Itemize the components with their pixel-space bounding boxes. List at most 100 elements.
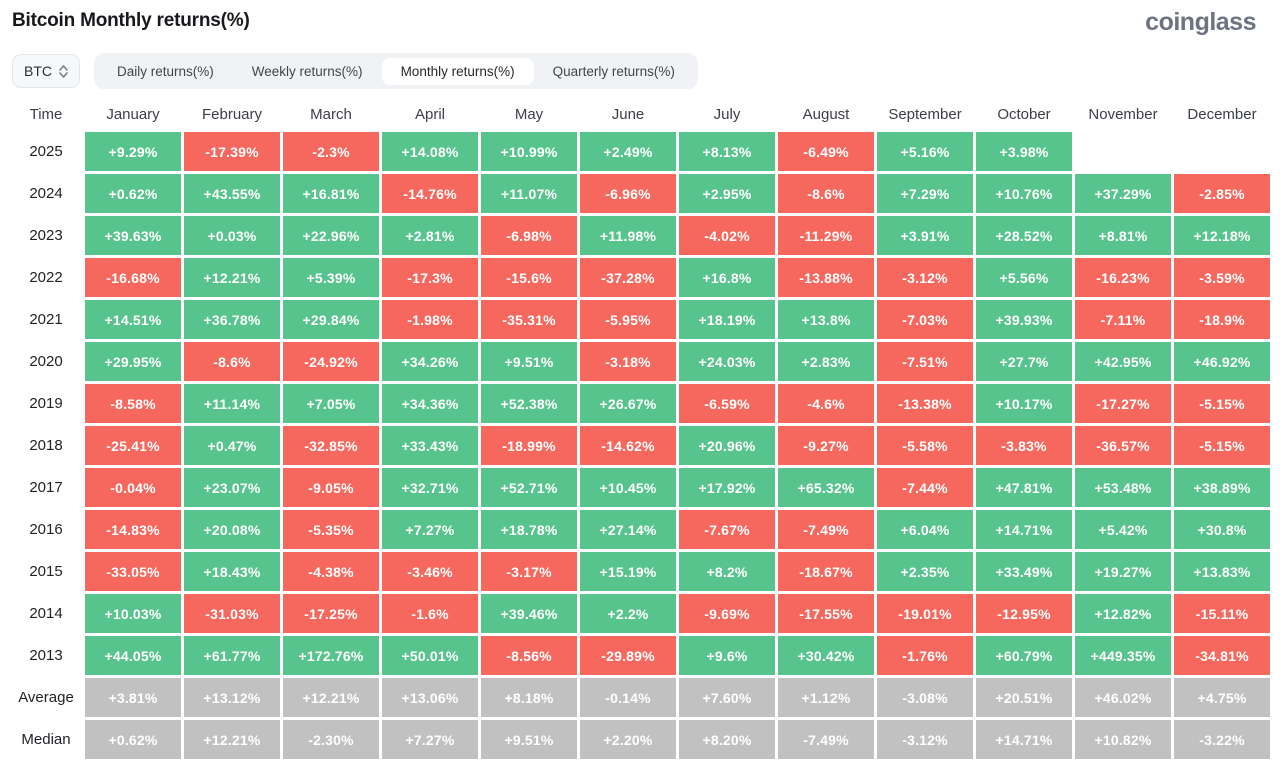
column-header-june: June [611, 105, 645, 123]
return-cell-2014-march: -17.25% [283, 594, 379, 633]
return-cell-2023-june: +11.98% [580, 216, 676, 255]
return-cell-average-october: +20.51% [976, 678, 1072, 717]
return-cell-2023-september: +3.91% [877, 216, 973, 255]
return-cell-2018-april: +33.43% [382, 426, 478, 465]
return-cell-2021-june: -5.95% [580, 300, 676, 339]
tab-monthly-returns[interactable]: Monthly returns(%) [381, 57, 534, 85]
return-cell-2024-november: +37.29% [1075, 174, 1171, 213]
column-header-february: February [201, 105, 263, 123]
return-cell-2025-july: +8.13% [679, 132, 775, 171]
return-cell-median-october: +14.71% [976, 720, 1072, 759]
return-cell-2021-july: +18.19% [679, 300, 775, 339]
return-cell-2021-april: -1.98% [382, 300, 478, 339]
return-cell-median-july: +8.20% [679, 720, 775, 759]
table-body: 2025 +9.29% -17.39% -2.3% +14.08% +10.99% +2.4… [10, 132, 1270, 759]
return-cell-2024-october: +10.76% [976, 174, 1072, 213]
tab-daily-returns[interactable]: Daily returns(%) [117, 63, 214, 79]
return-cell-2013-may: -8.56% [481, 636, 577, 675]
row-label: 2021 [29, 311, 63, 328]
table-header-row: Time January February March April May June July… [10, 96, 1270, 132]
monthly-returns-table: Time January February March April May June July… [0, 90, 1280, 759]
coinglass-logo: coinglass [1145, 8, 1256, 36]
return-cell-average-may: +8.18% [481, 678, 577, 717]
return-cell-2018-march: -32.85% [283, 426, 379, 465]
column-header-october: October [997, 105, 1051, 123]
return-cell-2018-january: -25.41% [85, 426, 181, 465]
return-cell-2018-september: -5.58% [877, 426, 973, 465]
return-cell-2017-march: -9.05% [283, 468, 379, 507]
return-cell-2018-december: -5.15% [1174, 426, 1270, 465]
return-cell-2020-march: -24.92% [283, 342, 379, 381]
return-cell-2025-september: +5.16% [877, 132, 973, 171]
return-cell-2020-april: +34.26% [382, 342, 478, 381]
return-cell-2017-august: +65.32% [778, 468, 874, 507]
table-row-2019: 2019 -8.58% +11.14% +7.05% +34.36% +52.38% +26… [10, 384, 1270, 423]
return-cell-2013-march: +172.76% [283, 636, 379, 675]
symbol-select[interactable]: BTC [12, 54, 80, 88]
column-header-december: December [1187, 105, 1257, 123]
return-cell-2013-september: -1.76% [877, 636, 973, 675]
return-cell-2014-august: -17.55% [778, 594, 874, 633]
return-cell-2021-may: -35.31% [481, 300, 577, 339]
table-row-2025: 2025 +9.29% -17.39% -2.3% +14.08% +10.99% +2.4… [10, 132, 1270, 171]
return-cell-2021-february: +36.78% [184, 300, 280, 339]
return-cell-2016-january: -14.83% [85, 510, 181, 549]
table-row-2022: 2022 -16.68% +12.21% +5.39% -17.3% -15.6% -37.… [10, 258, 1270, 297]
tab-quarterly-returns[interactable]: Quarterly returns(%) [552, 63, 675, 79]
returns-tab-group: Daily returns(%) Weekly returns(%) Month… [94, 53, 698, 89]
return-cell-2018-february: +0.47% [184, 426, 280, 465]
return-cell-2016-june: +27.14% [580, 510, 676, 549]
return-cell-average-november: +46.02% [1075, 678, 1171, 717]
tab-weekly-returns[interactable]: Weekly returns(%) [251, 63, 363, 79]
page-title: Bitcoin Monthly returns(%) [12, 10, 250, 31]
return-cell-2019-april: +34.36% [382, 384, 478, 423]
return-cell-median-march: -2.30% [283, 720, 379, 759]
return-cell-2016-july: -7.67% [679, 510, 775, 549]
controls-row: BTC Daily returns(%) Weekly returns(%) M… [0, 46, 1280, 90]
return-cell-2022-february: +12.21% [184, 258, 280, 297]
return-cell-2014-april: -1.6% [382, 594, 478, 633]
return-cell-2015-november: +19.27% [1075, 552, 1171, 591]
return-cell-2017-december: +38.89% [1174, 468, 1270, 507]
row-label: 2022 [29, 269, 63, 286]
return-cell-2015-march: -4.38% [283, 552, 379, 591]
return-cell-2020-august: +2.83% [778, 342, 874, 381]
row-label: 2019 [29, 395, 63, 412]
return-cell-2017-february: +23.07% [184, 468, 280, 507]
return-cell-2021-august: +13.8% [778, 300, 874, 339]
return-cell-2018-october: -3.83% [976, 426, 1072, 465]
return-cell-2019-june: +26.67% [580, 384, 676, 423]
return-cell-2018-november: -36.57% [1075, 426, 1171, 465]
column-header-april: April [414, 105, 445, 123]
return-cell-2017-september: -7.44% [877, 468, 973, 507]
column-header-november: November [1088, 105, 1158, 123]
return-cell-2025-april: +14.08% [382, 132, 478, 171]
return-cell-2019-july: -6.59% [679, 384, 775, 423]
return-cell-2013-june: -29.89% [580, 636, 676, 675]
return-cell-2023-february: +0.03% [184, 216, 280, 255]
row-label: 2016 [29, 521, 63, 538]
return-cell-2022-july: +16.8% [679, 258, 775, 297]
return-cell-2015-june: +15.19% [580, 552, 676, 591]
topbar: Bitcoin Monthly returns(%) coinglass [0, 0, 1280, 46]
row-label: Average [18, 689, 74, 706]
return-cell-2020-november: +42.95% [1075, 342, 1171, 381]
return-cell-2017-june: +10.45% [580, 468, 676, 507]
return-cell-2025-january: +9.29% [85, 132, 181, 171]
return-cell-2019-march: +7.05% [283, 384, 379, 423]
return-cell-2019-october: +10.17% [976, 384, 1072, 423]
table-row-2017: 2017 -0.04% +23.07% -9.05% +32.71% +52.71% +10… [10, 468, 1270, 507]
return-cell-2023-november: +8.81% [1075, 216, 1171, 255]
return-cell-2019-february: +11.14% [184, 384, 280, 423]
table-row-2016: 2016 -14.83% +20.08% -5.35% +7.27% +18.78% +27… [10, 510, 1270, 549]
return-cell-2016-february: +20.08% [184, 510, 280, 549]
table-row-2014: 2014 +10.03% -31.03% -17.25% -1.6% +39.46% +2.… [10, 594, 1270, 633]
return-cell-2021-march: +29.84% [283, 300, 379, 339]
return-cell-2024-september: +7.29% [877, 174, 973, 213]
return-cell-average-december: +4.75% [1174, 678, 1270, 717]
return-cell-2013-august: +30.42% [778, 636, 874, 675]
return-cell-2022-june: -37.28% [580, 258, 676, 297]
return-cell-2019-november: -17.27% [1075, 384, 1171, 423]
return-cell-2020-june: -3.18% [580, 342, 676, 381]
column-header-august: August [802, 105, 850, 123]
